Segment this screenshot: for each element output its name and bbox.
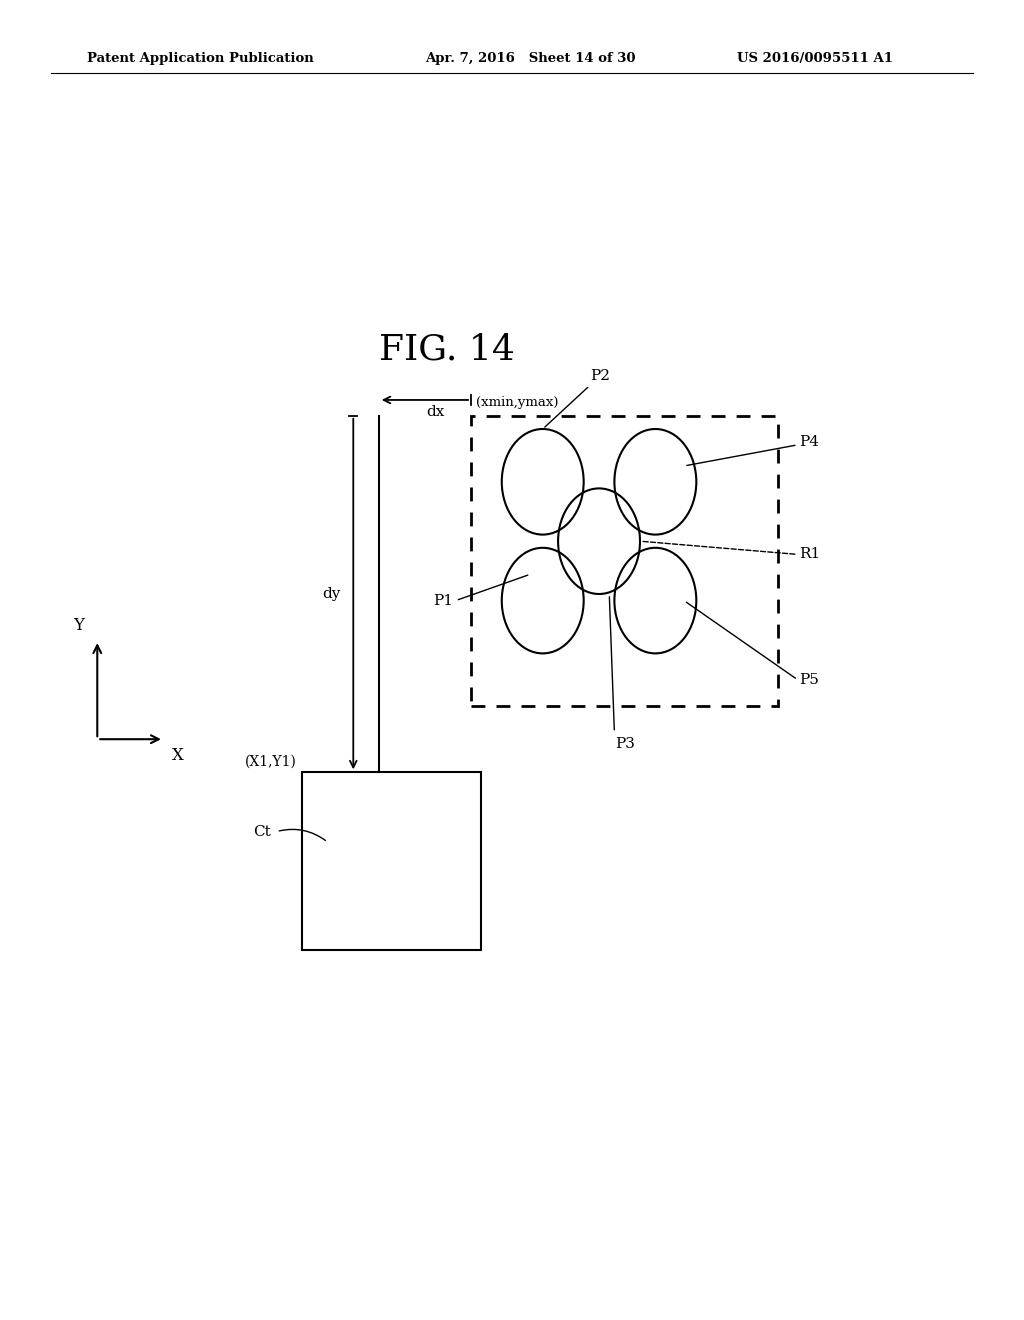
Text: P2: P2 [590,368,610,383]
Text: dy: dy [323,587,341,601]
Text: R1: R1 [799,548,820,561]
Text: Ct: Ct [254,825,271,838]
Text: P3: P3 [614,737,635,751]
Bar [302,772,481,950]
Text: X: X [172,747,184,763]
Bar [471,416,778,706]
Text: (xmin,ymax): (xmin,ymax) [476,396,559,409]
Text: FIG. 14: FIG. 14 [379,333,515,367]
Text: Y: Y [74,616,84,634]
Text: US 2016/0095511 A1: US 2016/0095511 A1 [737,51,893,65]
Text: P1: P1 [433,594,454,607]
Text: P5: P5 [799,673,818,686]
Text: (X1,Y1): (X1,Y1) [245,754,297,768]
Text: P4: P4 [799,436,819,449]
Text: Patent Application Publication: Patent Application Publication [87,51,313,65]
Text: dx: dx [426,405,444,420]
Text: Apr. 7, 2016   Sheet 14 of 30: Apr. 7, 2016 Sheet 14 of 30 [425,51,636,65]
